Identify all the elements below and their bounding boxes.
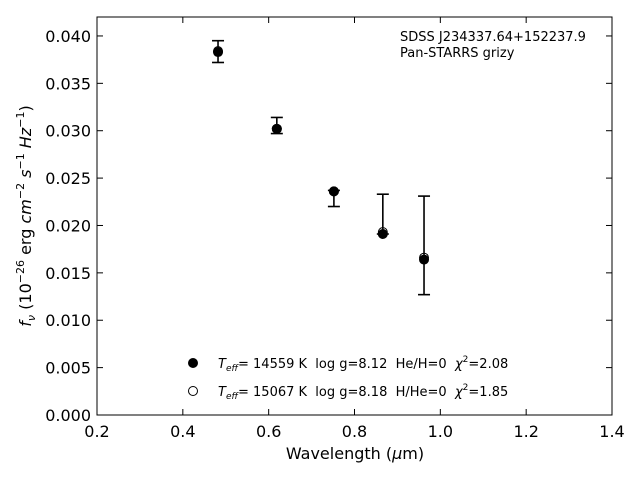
axis-ticks: 0.2 0.4 0.6 0.8 1.0 1.2 1.4 0.000 0.005 0.010 0.01… (45, 17, 625, 441)
x-tick-label: 1.4 (599, 422, 624, 441)
legend-marker-open (188, 386, 198, 396)
y-tick-label: 0.015 (45, 264, 91, 283)
legend-entry-2: Teff= 15067 K log g=8.18 H/He=0 χ2=1.85 (218, 383, 508, 402)
data-point-open (328, 186, 339, 197)
data-point-open (271, 123, 282, 134)
y-tick-label: 0.025 (45, 169, 91, 188)
annotation-object-name: SDSS J234337.64+152237.9 (400, 30, 586, 45)
annotation: SDSS J234337.64+152237.9 Pan-STARRS griz… (400, 30, 586, 61)
legend-entry-1: Teff= 14559 K log g=8.12 He/H=0 χ2=2.08 (218, 355, 508, 374)
x-tick-label: 0.8 (342, 422, 367, 441)
x-tick-label: 1.2 (513, 422, 538, 441)
y-tick-label: 0.040 (45, 27, 91, 46)
x-tick-label: 1.0 (428, 422, 453, 441)
x-tick-label: 0.4 (170, 422, 195, 441)
error-bars (212, 39, 431, 296)
data-point-open (377, 227, 388, 238)
y-tick-label: 0.010 (45, 311, 91, 330)
y-tick-label: 0.020 (45, 216, 91, 235)
data-point-open (419, 252, 430, 263)
plot-frame (96, 16, 613, 416)
legend-marker-filled (188, 358, 198, 368)
y-tick-label: 0.000 (45, 406, 91, 425)
annotation-survey-name: Pan-STARRS grizy (400, 46, 515, 61)
x-tick-label: 0.2 (84, 422, 109, 441)
x-axis-label: Wavelength (μm) (286, 444, 424, 463)
data-point-open (213, 46, 224, 57)
data-points (213, 46, 430, 265)
y-tick-label: 0.030 (45, 122, 91, 141)
y-tick-label: 0.035 (45, 74, 91, 93)
legend: Teff= 14559 K log g=8.12 He/H=0 χ2=2.08 … (188, 355, 508, 402)
y-tick-label: 0.005 (45, 359, 91, 378)
y-axis-label: fν (10−26 erg cm−2 s−1 Hz−1) (14, 105, 38, 326)
x-tick-label: 0.6 (256, 422, 281, 441)
